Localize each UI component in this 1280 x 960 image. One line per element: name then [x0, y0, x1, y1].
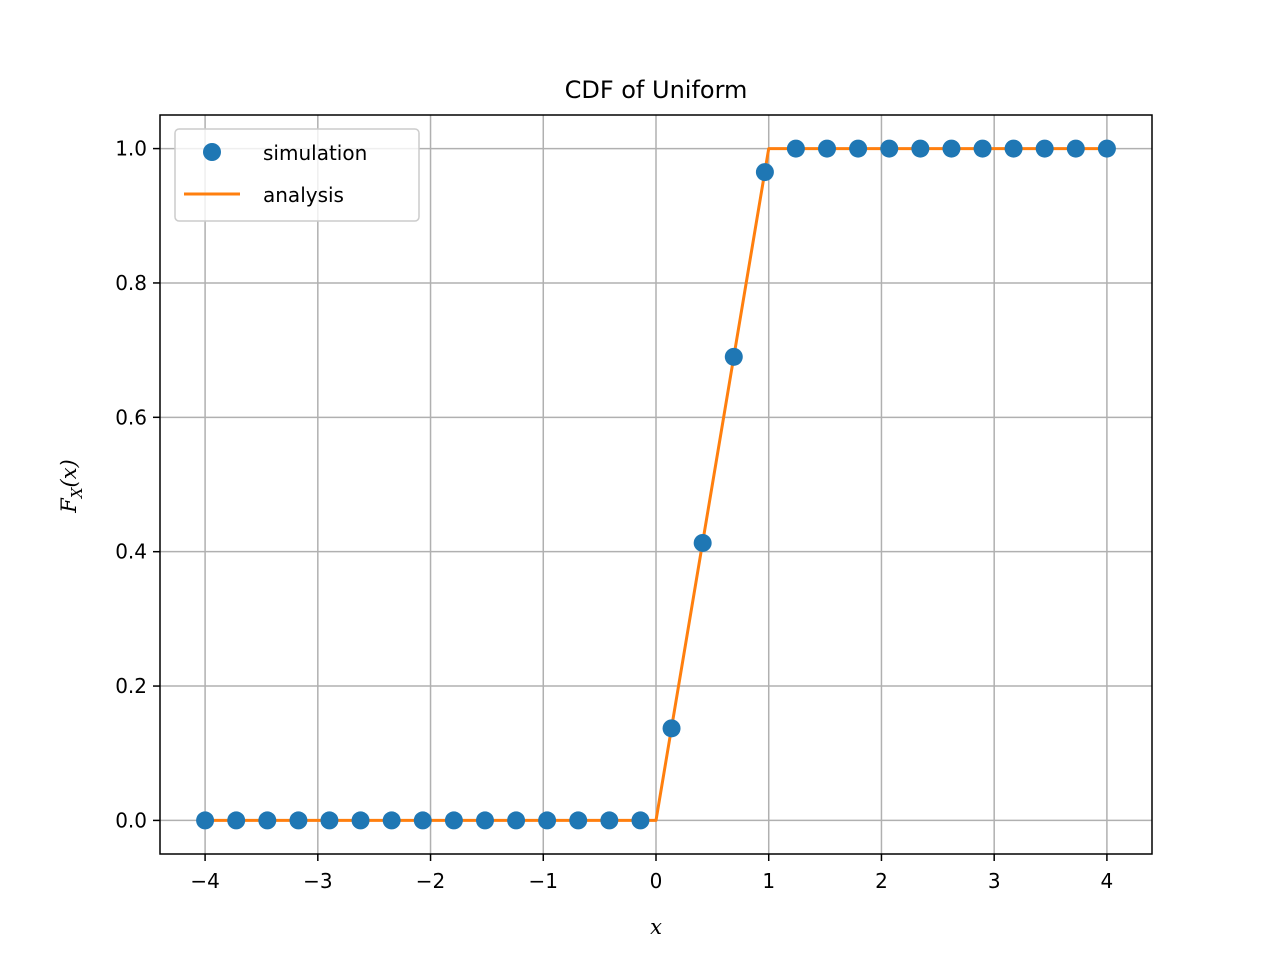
y-axis-label-main: F	[57, 497, 81, 514]
simulation-point	[258, 811, 277, 830]
simulation-point	[1035, 139, 1054, 158]
x-tick-label: 0	[650, 869, 663, 893]
y-tick-label: 0.2	[115, 674, 147, 698]
legend-analysis-label: analysis	[263, 183, 344, 207]
y-tick-label: 0.0	[115, 808, 147, 832]
simulation-point	[1097, 139, 1116, 158]
x-tick-label: −4	[190, 869, 219, 893]
simulation-point	[320, 811, 339, 830]
x-tick-label: −1	[529, 869, 558, 893]
legend-box	[174, 128, 420, 222]
x-tick-label: −3	[303, 869, 332, 893]
simulation-point	[413, 811, 432, 830]
simulation-point	[538, 811, 557, 830]
x-tick-label: 3	[988, 869, 1001, 893]
legend-simulation-label: simulation	[263, 141, 367, 165]
simulation-point	[382, 811, 401, 830]
simulation-point	[631, 811, 650, 830]
y-tick-label: 0.8	[115, 271, 147, 295]
legend-simulation-marker	[203, 143, 221, 161]
x-tick-label: −2	[416, 869, 445, 893]
x-tick-label: 1	[762, 869, 775, 893]
x-axis-ticks: −4 −3 −2 −1 0 1 2 3 4	[190, 854, 1113, 893]
simulation-series	[196, 139, 1116, 830]
simulation-point	[818, 139, 837, 158]
simulation-point	[662, 719, 681, 738]
simulation-point	[289, 811, 308, 830]
x-tick-label: 2	[875, 869, 888, 893]
y-tick-label: 0.6	[115, 405, 147, 429]
simulation-point	[973, 139, 992, 158]
simulation-point	[196, 811, 215, 830]
simulation-point	[507, 811, 526, 830]
svg-text:FX(x): FX(x)	[57, 459, 86, 514]
simulation-point	[911, 139, 930, 158]
simulation-point	[693, 533, 712, 552]
x-tick-label: 4	[1101, 869, 1114, 893]
simulation-point	[444, 811, 463, 830]
simulation-point	[755, 163, 774, 182]
simulation-point	[569, 811, 588, 830]
simulation-point	[351, 811, 370, 830]
simulation-point	[724, 347, 743, 366]
simulation-point	[1004, 139, 1023, 158]
chart-title: CDF of Uniform	[565, 76, 748, 104]
y-axis-label: FX(x)	[57, 459, 86, 514]
y-axis-ticks: 0.0 0.2 0.4 0.6 0.8 1.0	[115, 137, 160, 832]
simulation-point	[880, 139, 899, 158]
simulation-point	[786, 139, 805, 158]
y-tick-label: 0.4	[115, 540, 147, 564]
y-axis-label-subscript: X	[68, 486, 86, 499]
simulation-point	[942, 139, 961, 158]
simulation-point	[1066, 139, 1085, 158]
simulation-point	[475, 811, 494, 830]
x-axis-label: x	[650, 915, 662, 939]
simulation-point	[227, 811, 246, 830]
y-tick-label: 1.0	[115, 137, 147, 161]
simulation-point	[600, 811, 619, 830]
legend: simulation analysis	[174, 128, 420, 222]
simulation-point	[849, 139, 868, 158]
y-axis-label-argument: (x)	[57, 459, 81, 487]
